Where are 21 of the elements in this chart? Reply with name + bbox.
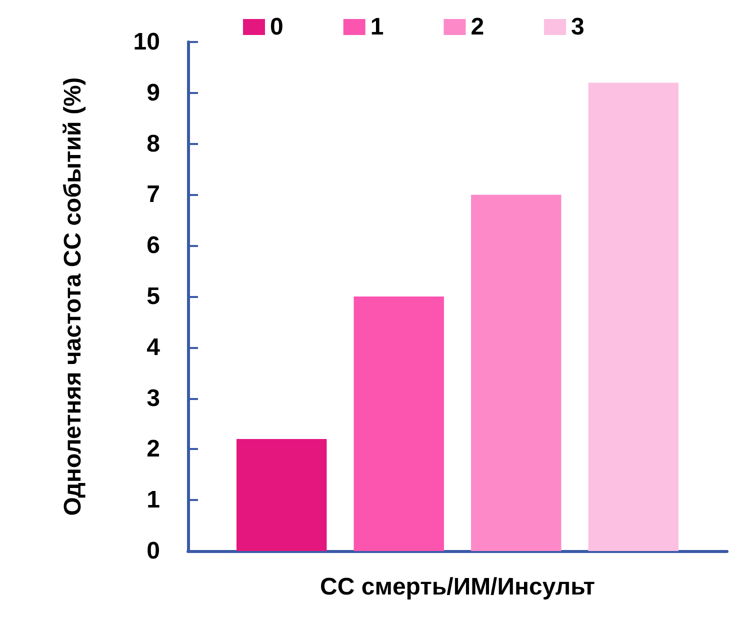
y-tick-label: 10 [133, 28, 160, 56]
bar [588, 82, 678, 551]
y-axis-title: Однолетняя частота СС событий (%) [60, 77, 86, 516]
y-tick-label: 5 [146, 283, 160, 310]
y-tick-label: 7 [146, 181, 160, 208]
y-tick-label: 8 [146, 130, 160, 158]
y-tick-label: 6 [146, 232, 160, 260]
y-tick-label: 1 [146, 486, 160, 514]
bar [236, 439, 327, 551]
y-tick-label: 2 [146, 436, 160, 463]
bar [471, 194, 562, 551]
y-tick-label: 4 [146, 334, 161, 361]
legend-label: 0 [270, 14, 284, 40]
legend-label: 2 [470, 14, 484, 40]
legend-label: 3 [571, 14, 584, 40]
y-tick-label: 3 [146, 384, 160, 412]
x-tick-label: СС смерть/ИМ/Инсульт [320, 574, 596, 600]
y-tick-label: 0 [146, 538, 160, 564]
y-tick-label: 9 [146, 79, 160, 106]
bar [354, 296, 444, 551]
legend-label: 1 [370, 14, 384, 40]
